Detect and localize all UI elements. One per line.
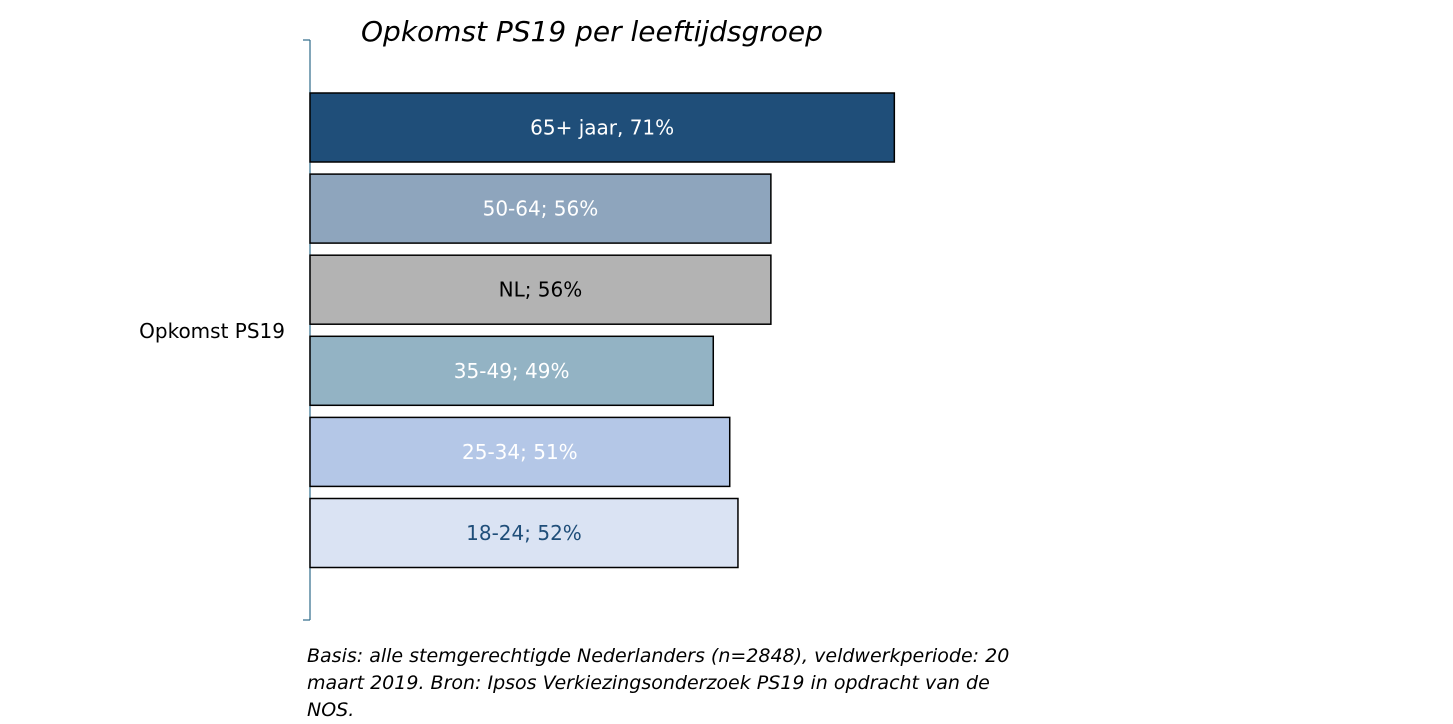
bar-0: [309, 92, 896, 163]
bar-label-2: NL; 56%: [499, 278, 583, 302]
footnote-line-1: Basis: alle stemgerechtigde Nederlanders…: [307, 645, 1010, 667]
footnote: Basis: alle stemgerechtigde Nederlanders…: [307, 643, 1027, 724]
bar-label-4: 25-34; 51%: [462, 440, 578, 464]
category-label: Opkomst PS19: [139, 319, 285, 343]
bar-3: [309, 335, 715, 407]
bar-label-3: 35-49; 49%: [454, 359, 570, 383]
footnote-line-2: maart 2019. Bron: Ipsos Verkiezingsonder…: [307, 672, 990, 721]
chart: Opkomst PS19 per leeftijdsgroep Opkomst …: [139, 15, 896, 621]
bar-label-1: 50-64; 56%: [483, 197, 599, 221]
bar-4: [309, 416, 731, 488]
bar-1: [309, 173, 772, 244]
bar-label-0: 65+ jaar, 71%: [530, 116, 674, 140]
bars-group: 65+ jaar, 71% 50-64; 56% NL; 56% 35-49; 49%…: [309, 92, 896, 569]
bar-2: [309, 254, 772, 325]
bar-5: [309, 497, 739, 569]
chart-title: Opkomst PS19 per leeftijdsgroep: [361, 15, 823, 48]
bar-label-5: 18-24; 52%: [466, 521, 582, 545]
